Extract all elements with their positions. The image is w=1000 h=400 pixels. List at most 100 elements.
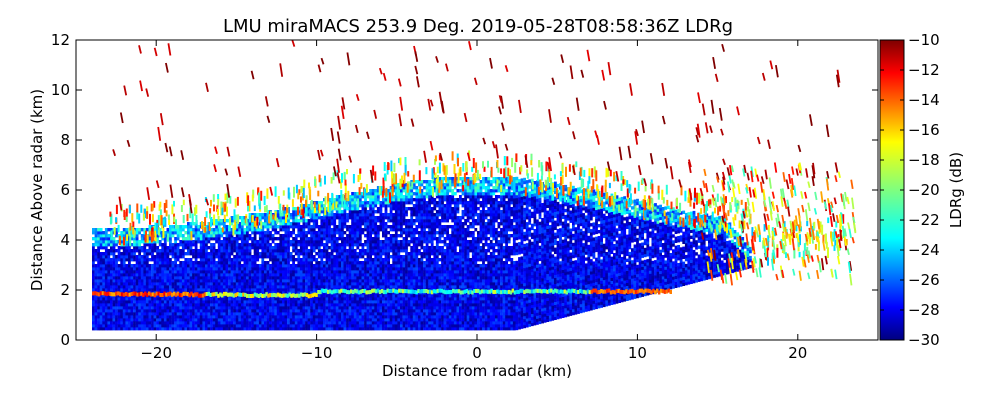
- echo-cell: [264, 261, 267, 265]
- echo-cell: [423, 309, 426, 313]
- echo-cell: [215, 222, 218, 226]
- echo-cell: [353, 249, 357, 253]
- echo-cell: [192, 231, 195, 235]
- echo-cell: [361, 315, 365, 319]
- echo-cell: [266, 300, 270, 304]
- echo-cell: [210, 303, 213, 307]
- echo-cell: [328, 255, 331, 259]
- echo-cell: [99, 264, 103, 268]
- echo-cell: [312, 240, 316, 244]
- echo-cell: [184, 312, 188, 316]
- echo-cell: [392, 207, 396, 211]
- echo-cell: [335, 198, 339, 202]
- echo-cell: [420, 315, 424, 319]
- echo-cell: [153, 327, 157, 331]
- echo-cell: [356, 267, 360, 271]
- echo-cell: [392, 195, 396, 199]
- echo-cell: [145, 249, 149, 253]
- echo-cell: [335, 252, 339, 256]
- echo-cell: [243, 249, 247, 253]
- echo-cell: [374, 195, 378, 199]
- echo-cell: [405, 228, 408, 232]
- echo-cell: [292, 210, 295, 214]
- echo-cell: [310, 288, 313, 292]
- echo-cell: [217, 285, 221, 289]
- echo-cell: [246, 288, 249, 292]
- echo-cell: [145, 255, 149, 259]
- echo-cell: [282, 225, 285, 229]
- echo-cell: [171, 270, 175, 274]
- echo-cell: [341, 300, 344, 304]
- echo-cell: [310, 276, 313, 280]
- echo-cell: [284, 297, 288, 301]
- echo-cell: [156, 324, 159, 328]
- echo-cell: [248, 255, 252, 259]
- echo-cell: [320, 252, 324, 256]
- echo-cell: [107, 255, 111, 259]
- echo-cell: [269, 288, 272, 292]
- echo-cell: [228, 243, 231, 247]
- echo-cell: [400, 225, 403, 229]
- echo-cell: [415, 321, 419, 325]
- echo-cell: [166, 264, 170, 268]
- echo-cell: [253, 270, 257, 274]
- echo-cell: [171, 264, 175, 268]
- echo-cell: [405, 207, 408, 211]
- echo-cell: [320, 327, 324, 331]
- echo-cell: [284, 234, 288, 238]
- echo-cell: [348, 279, 352, 283]
- echo-cell: [282, 288, 285, 292]
- echo-cell: [307, 264, 311, 268]
- echo-cell: [356, 309, 360, 313]
- echo-cell: [364, 276, 367, 280]
- echo-cell: [418, 216, 421, 220]
- echo-cell: [122, 327, 126, 331]
- echo-cell: [371, 192, 375, 196]
- echo-cell: [215, 315, 218, 319]
- echo-cell: [181, 321, 185, 325]
- echo-cell: [351, 327, 354, 331]
- echo-cell: [369, 195, 372, 199]
- echo-cell: [140, 279, 144, 283]
- echo-cell: [276, 237, 280, 241]
- echo-cell: [292, 207, 295, 211]
- echo-cell: [423, 207, 426, 211]
- echo-cell: [238, 234, 242, 238]
- echo-cell: [271, 279, 275, 283]
- echo-cell: [402, 240, 406, 244]
- echo-cell: [156, 273, 159, 277]
- echo-cell: [402, 279, 406, 283]
- echo-cell: [205, 252, 208, 256]
- echo-cell: [192, 324, 195, 328]
- echo-cell: [287, 243, 290, 247]
- echo-cell: [351, 237, 354, 241]
- echo-cell: [153, 306, 157, 310]
- echo-cell: [292, 303, 295, 307]
- echo-cell: [102, 318, 106, 322]
- echo-cell: [389, 201, 393, 205]
- echo-cell: [246, 312, 249, 316]
- echo-cell: [410, 216, 414, 220]
- echo-cell: [194, 279, 198, 283]
- echo-cell: [407, 276, 411, 280]
- echo-cell: [128, 249, 131, 253]
- echo-cell: [310, 327, 313, 331]
- echo-cell: [338, 318, 342, 322]
- echo-cell: [228, 270, 231, 274]
- echo-cell: [335, 327, 339, 331]
- echo-cell: [135, 231, 139, 235]
- echo-cell: [294, 246, 298, 250]
- echo-cell: [294, 303, 298, 307]
- echo-cell: [402, 222, 406, 226]
- echo-cell: [333, 222, 337, 226]
- echo-cell: [384, 276, 388, 280]
- echo-cell: [284, 270, 288, 274]
- echo-cell: [266, 267, 270, 271]
- echo-cell: [266, 228, 270, 232]
- echo-cell: [194, 318, 198, 322]
- echo-cell: [312, 297, 316, 301]
- echo-cell: [256, 288, 260, 292]
- echo-cell: [284, 273, 288, 277]
- echo-cell: [382, 228, 385, 232]
- echo-cell: [120, 300, 124, 304]
